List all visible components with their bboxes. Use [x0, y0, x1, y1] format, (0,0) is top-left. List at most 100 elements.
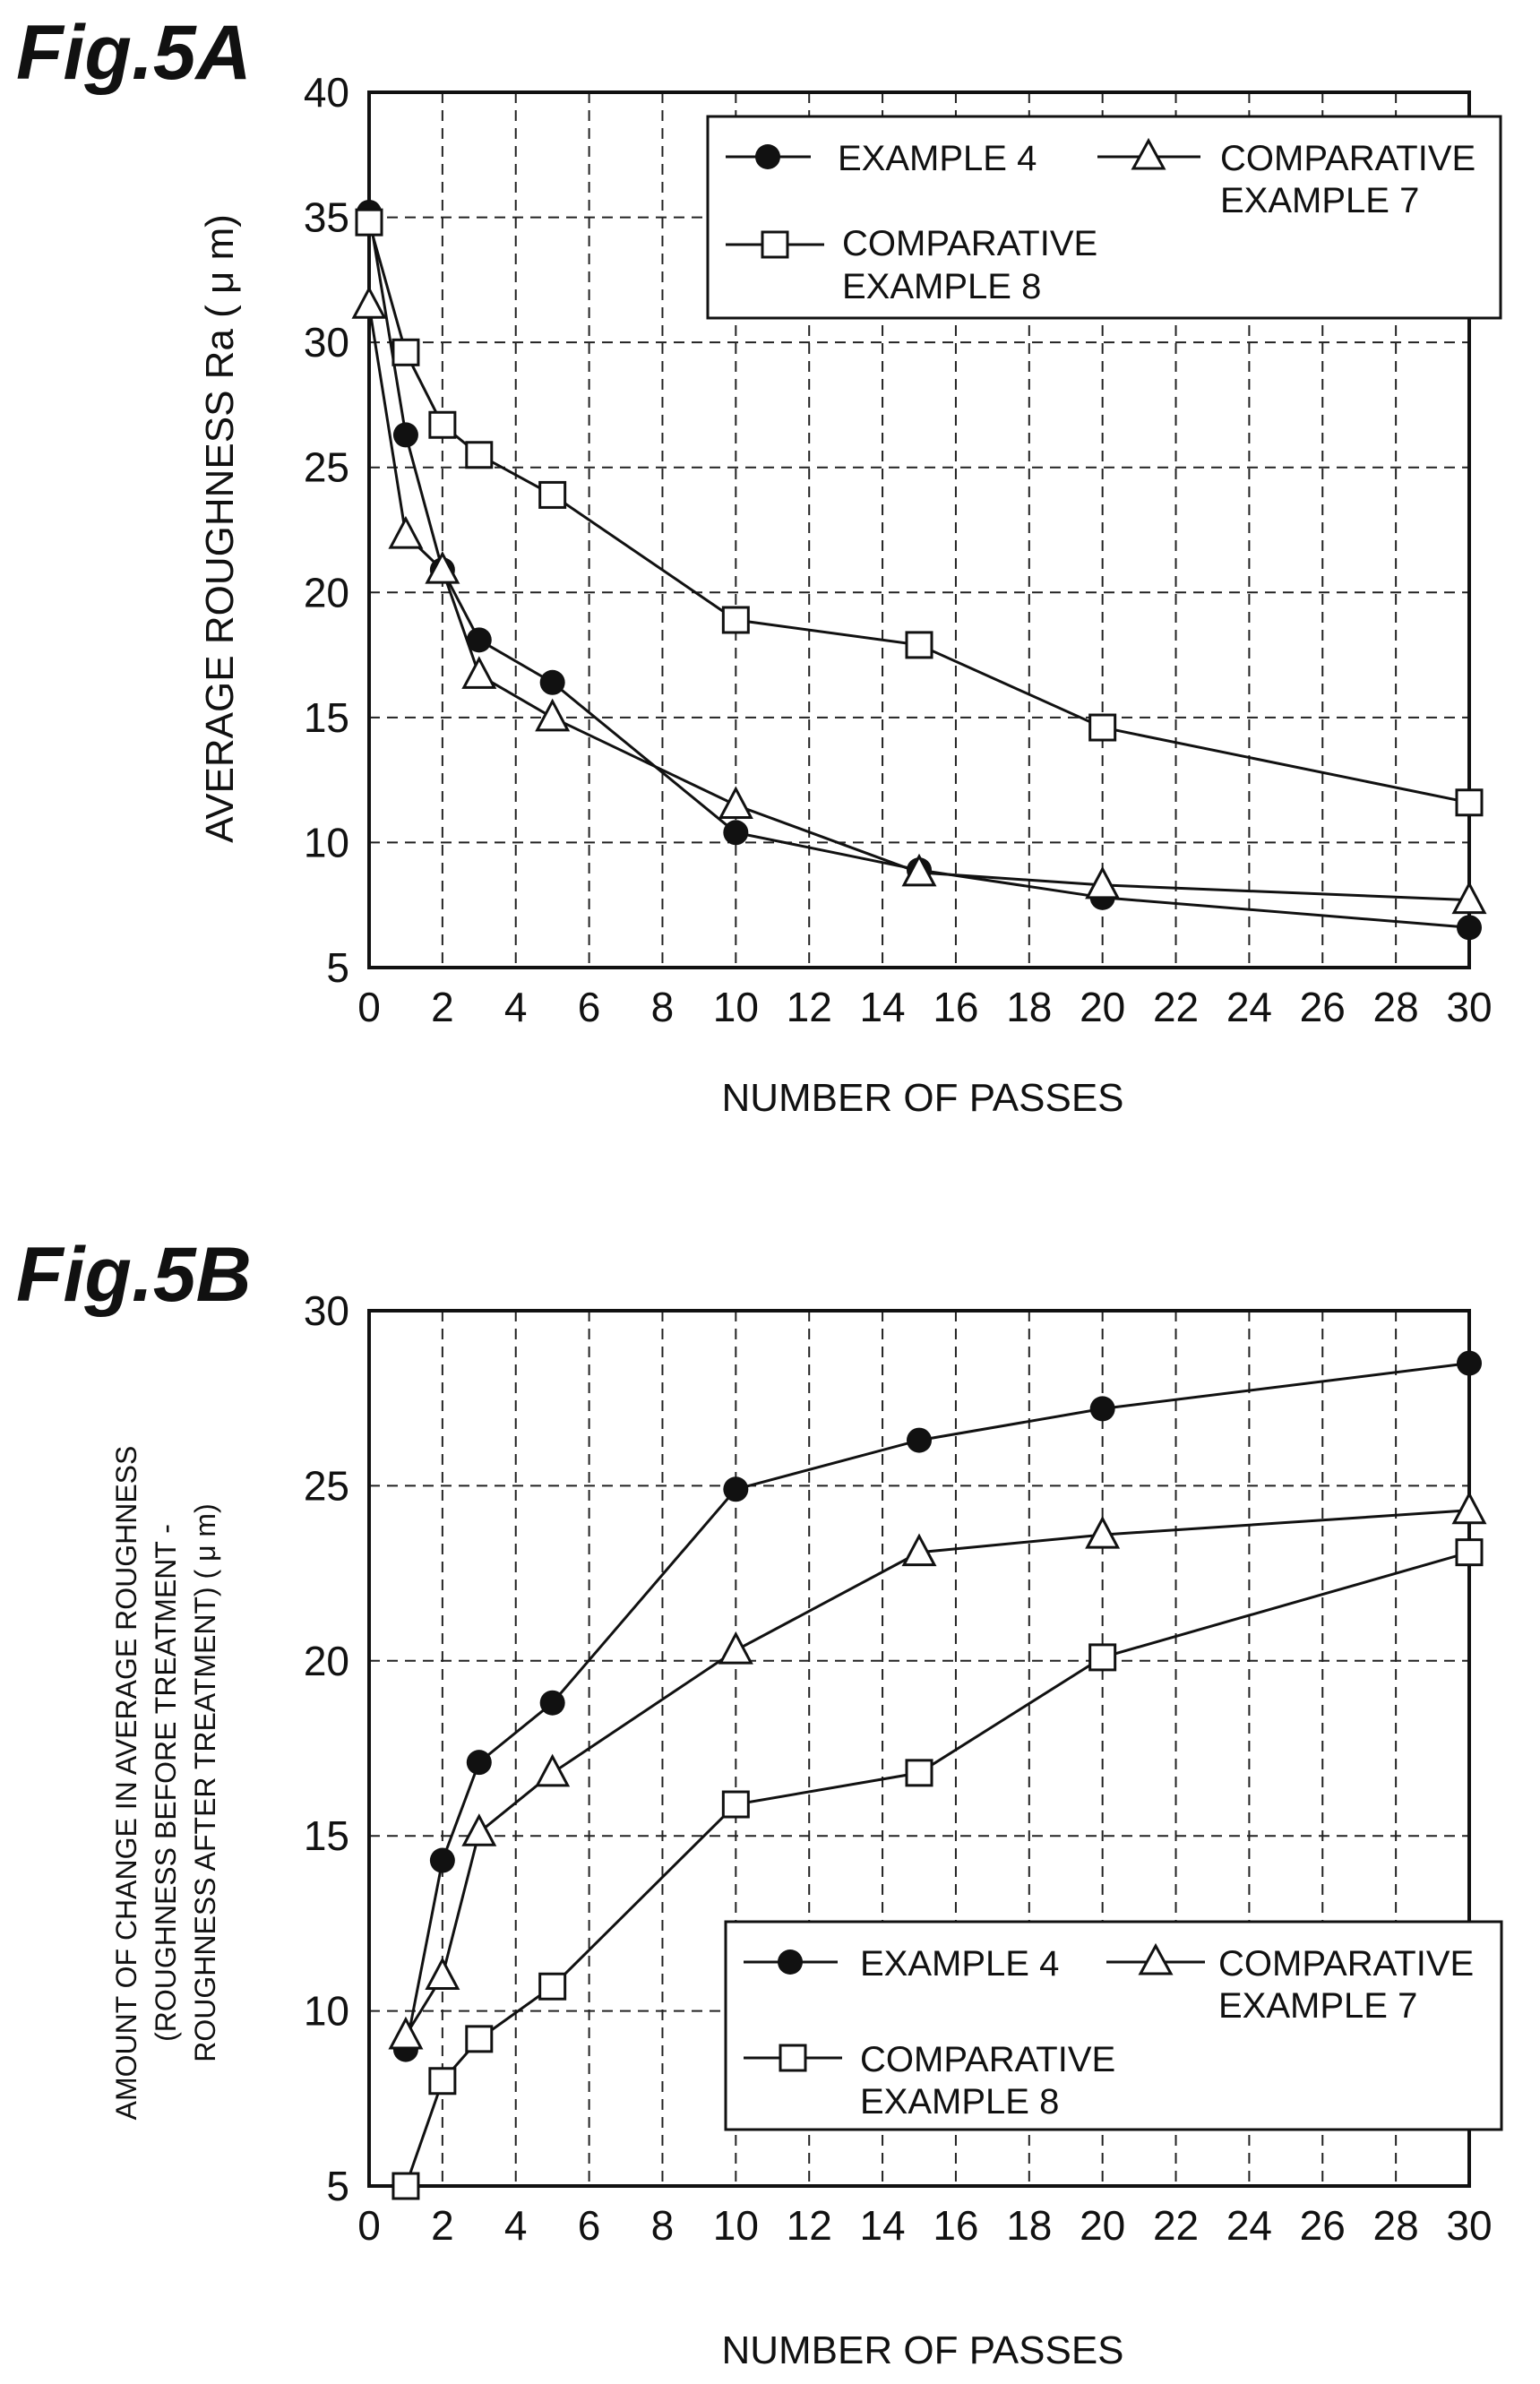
open-triangle-icon — [1138, 1942, 1174, 1975]
open-square-icon — [761, 230, 789, 259]
filled-circle-icon — [755, 144, 780, 169]
data-point-comparative-8 — [1088, 1643, 1117, 1672]
y-axis-label-5a: AVERAGE ROUGHNESS Ra ( μ m) — [198, 214, 242, 843]
data-point-comparative-8 — [355, 208, 383, 237]
figure-label-5b: Fig.5B — [16, 1232, 252, 1318]
y-axis-label-5b: AMOUNT OF CHANGE IN AVERAGE ROUGHNESS (R… — [110, 1446, 221, 2121]
x-tick-label: 28 — [1373, 2202, 1419, 2249]
plot-frame-5b — [367, 1309, 1471, 2188]
data-point-comparative-7 — [461, 1813, 497, 1846]
open-square-icon — [779, 2044, 807, 2072]
legend-label-comparative-7-line2-5b: EXAMPLE 7 — [1218, 1986, 1417, 2026]
x-tick-label: 10 — [713, 984, 759, 1030]
y-tick-label: 5 — [326, 2163, 349, 2209]
y-tick-label: 30 — [304, 1287, 349, 1334]
data-point-comparative-8 — [465, 2025, 494, 2053]
y-axis-label-line2-5b: (ROUGHNESS BEFORE TREATMENT - — [150, 1524, 182, 2042]
x-tick-label: 10 — [713, 2202, 759, 2249]
chart-5a: Fig.5A 0 2 4 6 8 10 12 14 16 18 20 22 24 26 28 30510152… — [16, 10, 1502, 1120]
x-tick-label: 22 — [1153, 2202, 1199, 2249]
x-tick-label: 26 — [1300, 984, 1346, 1030]
data-point-comparative-7 — [901, 853, 937, 887]
data-point-comparative-8 — [1455, 788, 1484, 817]
y-tick-label: 10 — [304, 819, 349, 865]
y-axis-label-line1-5b: AMOUNT OF CHANGE IN AVERAGE ROUGHNESS — [110, 1446, 142, 2121]
data-point-comparative-7 — [351, 286, 387, 319]
legend-5a: EXAMPLE 4 COMPARATIVE EXAMPLE 7 COMPARAT… — [706, 115, 1502, 320]
x-tick-label: 18 — [1006, 984, 1052, 1030]
data-point-example-4 — [539, 1690, 565, 1716]
data-point-comparative-7 — [425, 1957, 460, 1991]
x-tick-label: 4 — [504, 984, 528, 1030]
x-tick-label: 16 — [933, 984, 978, 1030]
x-tick-label: 20 — [1080, 2202, 1125, 2249]
data-point-comparative-8 — [905, 1759, 933, 1787]
y-tick-label: 30 — [304, 319, 349, 366]
legend-label-comparative-8-line1-5b: COMPARATIVE — [860, 2040, 1115, 2079]
data-point-comparative-7 — [535, 698, 571, 732]
legend-label-example-4-5a: EXAMPLE 4 — [838, 139, 1037, 178]
x-tick-label: 30 — [1446, 2202, 1492, 2249]
data-point-comparative-8 — [391, 2172, 420, 2200]
y-tick-label: 40 — [304, 69, 349, 116]
x-tick-label: 0 — [357, 984, 381, 1030]
x-tick-label: 24 — [1226, 2202, 1272, 2249]
legend-label-comparative-8-line2-5a: EXAMPLE 8 — [842, 267, 1041, 306]
data-point-example-4 — [466, 627, 492, 653]
x-tick-label: 14 — [859, 984, 905, 1030]
data-point-comparative-7 — [1085, 865, 1121, 899]
data-point-comparative-7 — [1085, 1515, 1121, 1549]
data-point-comparative-8 — [465, 441, 494, 469]
x-tick-label: 6 — [578, 2202, 601, 2249]
legend-box-5b — [724, 1920, 1503, 2131]
open-triangle-icon — [1131, 137, 1166, 170]
data-point-example-4 — [1457, 1350, 1482, 1376]
x-tick-label: 16 — [933, 2202, 978, 2249]
y-tick-label: 20 — [304, 569, 349, 615]
x-tick-label: 12 — [787, 2202, 832, 2249]
y-tick-label: 35 — [304, 194, 349, 241]
data-point-comparative-7 — [718, 786, 753, 820]
data-point-comparative-7 — [535, 1753, 571, 1787]
data-point-example-4 — [723, 1476, 749, 1502]
x-tick-label: 6 — [578, 984, 601, 1030]
x-axis-label-5a: NUMBER OF PASSES — [721, 1076, 1123, 1120]
data-point-comparative-8 — [721, 606, 750, 634]
legend-item-example-4-5b: EXAMPLE 4 — [744, 1944, 1059, 1984]
data-point-comparative-7 — [1451, 1491, 1487, 1525]
x-tick-label: 14 — [859, 2202, 905, 2249]
data-point-comparative-7 — [388, 2016, 424, 2050]
legend-item-comparative-7-5a: COMPARATIVE EXAMPLE 7 — [1097, 137, 1475, 220]
x-tick-label: 12 — [787, 984, 832, 1030]
data-point-comparative-8 — [1088, 713, 1117, 742]
x-tick-label: 28 — [1373, 984, 1419, 1030]
legend-label-comparative-7-line1-5b: COMPARATIVE — [1218, 1944, 1474, 1984]
x-tick-label: 8 — [651, 2202, 675, 2249]
data-point-comparative-7 — [901, 1533, 937, 1567]
data-point-example-4 — [723, 820, 749, 846]
data-point-comparative-7 — [425, 550, 460, 584]
data-point-comparative-8 — [428, 2067, 457, 2096]
legend-label-comparative-7-line1-5a: COMPARATIVE — [1220, 139, 1475, 178]
legend-item-comparative-7-5b: COMPARATIVE EXAMPLE 7 — [1106, 1942, 1474, 2026]
data-point-comparative-8 — [538, 480, 567, 509]
y-tick-label: 15 — [304, 694, 349, 741]
y-tick-label: 15 — [304, 1812, 349, 1859]
data-point-comparative-7 — [388, 515, 424, 549]
legend-label-comparative-8-line1-5a: COMPARATIVE — [842, 224, 1097, 263]
x-tick-label: 24 — [1226, 984, 1272, 1030]
filled-circle-icon — [778, 1949, 803, 1975]
figure-label-5a: Fig.5A — [16, 10, 252, 96]
y-tick-label: 20 — [304, 1638, 349, 1684]
plot-frame-5a — [367, 90, 1471, 969]
data-point-comparative-8 — [538, 1972, 567, 2001]
y-tick-label: 10 — [304, 1988, 349, 2035]
legend-item-comparative-8-5b: COMPARATIVE EXAMPLE 8 — [744, 2040, 1115, 2122]
legend-item-example-4-5a: EXAMPLE 4 — [726, 139, 1037, 178]
data-point-comparative-8 — [428, 410, 457, 439]
data-point-example-4 — [907, 1427, 932, 1453]
x-axis-label-5b: NUMBER OF PASSES — [721, 2328, 1123, 2372]
data-point-comparative-8 — [905, 631, 933, 659]
x-tick-label: 8 — [651, 984, 675, 1030]
